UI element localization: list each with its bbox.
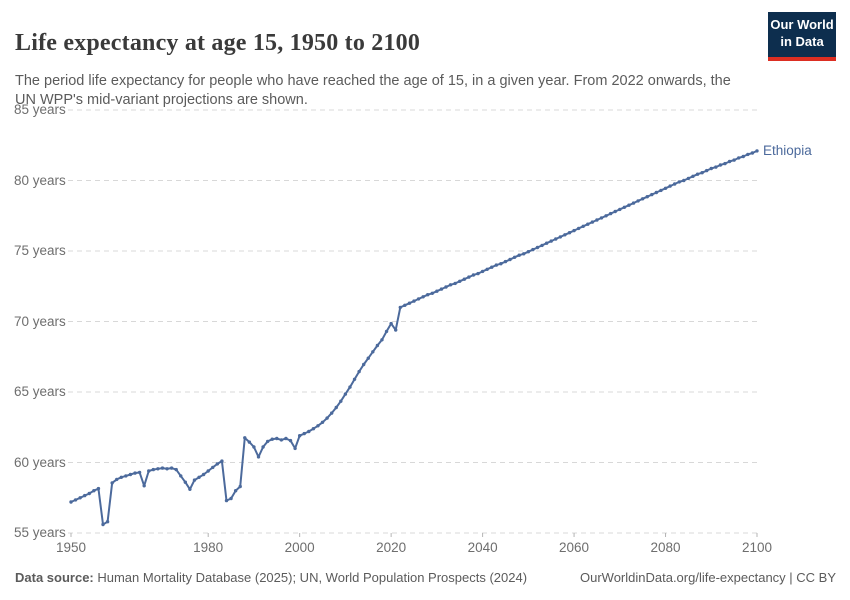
y-axis-tick-label: 85 years	[14, 102, 66, 117]
data-line-ethiopia[interactable]	[70, 149, 758, 526]
data-source-note: Data source: Human Mortality Database (2…	[15, 570, 527, 585]
y-axis-tick-label: 60 years	[14, 454, 66, 470]
owid-url-link[interactable]: OurWorldinData.org/life-expectancy | CC …	[579, 570, 836, 585]
chart-footer: Data source: Human Mortality Database (2…	[15, 570, 836, 585]
chart-subtitle: The period life expectancy for people wh…	[15, 72, 731, 108]
x-axis-tick-label: 1950	[55, 540, 87, 555]
data-source-label: Data source:	[15, 570, 94, 585]
x-axis-tick-label: 2040	[467, 540, 498, 555]
y-axis-tick-label: 65 years	[14, 384, 66, 399]
owid-logo[interactable]: Our World in Data	[768, 12, 836, 61]
page-title: Life expectancy at age 15, 1950 to 2100	[15, 30, 421, 57]
y-axis-tick-label: 70 years	[14, 313, 66, 329]
data-source-text: Human Mortality Database (2025); UN, Wor…	[93, 570, 528, 585]
y-axis-tick-label: 75 years	[14, 243, 66, 258]
y-axis-tick-label: 80 years	[14, 172, 66, 188]
x-axis-tick-label: 2100	[741, 540, 773, 555]
series-entity-label: Ethiopia	[763, 142, 812, 158]
x-axis-tick-label: 2060	[559, 540, 590, 555]
y-axis-tick-label: 55 years	[14, 525, 66, 540]
data-point-markers	[69, 149, 759, 527]
x-axis-tick-label: 1980	[193, 540, 224, 555]
x-axis-tick-label: 2020	[376, 540, 407, 555]
x-axis-tick-label: 2000	[284, 540, 315, 555]
x-axis-tick-label: 2080	[650, 540, 681, 555]
owid-logo-line1: Our World	[770, 17, 834, 32]
owid-logo-line2: in Data	[780, 33, 824, 49]
